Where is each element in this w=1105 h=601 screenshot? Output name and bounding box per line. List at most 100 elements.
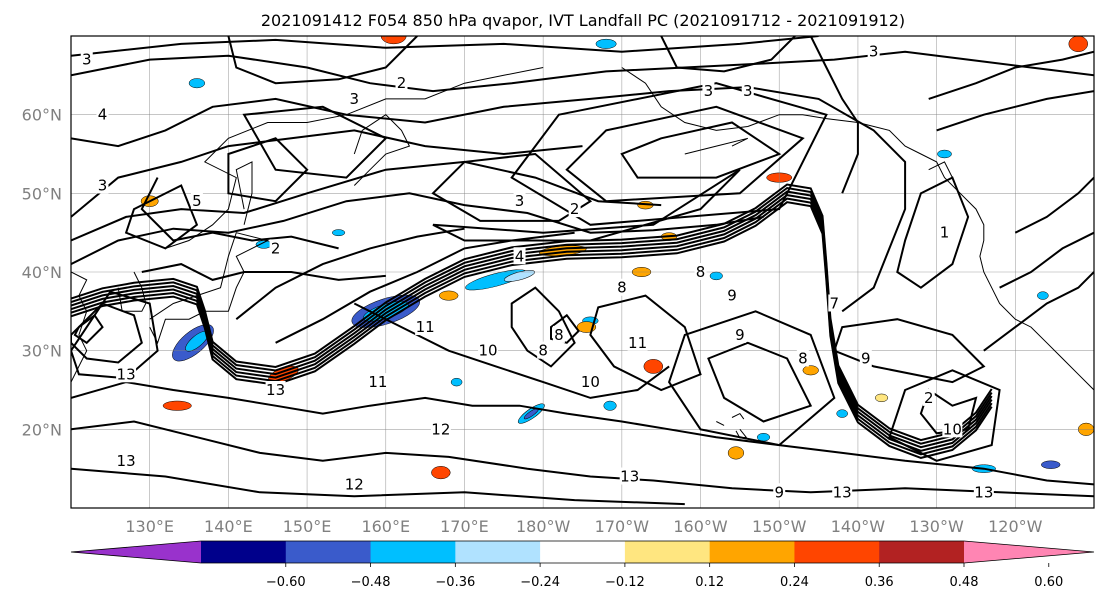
- contour-label: 13: [974, 483, 993, 501]
- anomaly-patch: [188, 78, 206, 89]
- colorbar-outline: [70, 540, 1095, 564]
- contour-line: [71, 420, 1094, 498]
- contour-label: 3: [869, 43, 879, 61]
- colorbar-tick-label: −0.36: [435, 575, 475, 590]
- anomaly-patch: [1037, 291, 1049, 300]
- contour-label: 8: [696, 263, 706, 281]
- y-tick-label: 30°N: [22, 342, 62, 361]
- contour-label-bg: [190, 192, 203, 210]
- contour-label: 12: [345, 475, 364, 493]
- contour-label-bg: [513, 192, 526, 210]
- contour-label-bg: [832, 483, 853, 501]
- colorbar-segment: [455, 541, 541, 563]
- contour-line: [809, 36, 859, 194]
- contour-line: [140, 177, 339, 250]
- x-tick-label: 140°E: [204, 517, 253, 536]
- contour-label: 8: [538, 342, 548, 360]
- contour-label-bg: [96, 176, 109, 194]
- x-tick-label: 130°E: [125, 517, 174, 536]
- colorbar-tick-label: 0.48: [950, 575, 979, 590]
- x-tick-label: 160°E: [361, 517, 410, 536]
- contour-label-bg: [348, 89, 361, 107]
- contour-label: 3: [98, 176, 108, 194]
- coastline: [621, 67, 1094, 391]
- y-tick-label: 40°N: [22, 263, 62, 282]
- contour-label-bg: [942, 420, 963, 438]
- contour-line: [667, 310, 836, 447]
- map-frame: [70, 35, 1095, 509]
- contour-line: [1014, 176, 1094, 234]
- contour-line: [71, 36, 819, 57]
- contour-label: 4: [98, 106, 108, 124]
- x-tick-label: 180°W: [516, 517, 571, 536]
- colorbar-extend-low: [71, 541, 201, 563]
- contour-label: 2: [570, 200, 580, 218]
- contour-label: 5: [192, 192, 202, 210]
- contour-label-bg: [580, 373, 601, 391]
- anomaly-patch: [727, 446, 745, 460]
- colorbar-tick-label: 0.24: [780, 575, 809, 590]
- anomaly-patch: [643, 359, 664, 374]
- contour-label-bg: [627, 333, 648, 351]
- contour-label: 9: [727, 287, 737, 305]
- anomaly-patch: [1068, 36, 1088, 52]
- colorbar-segment: [624, 541, 711, 563]
- y-axis-ticks: 20°N 30°N 40°N 50°N 60°N: [22, 106, 62, 440]
- contour-label-bg: [859, 349, 872, 367]
- contour-line: [660, 36, 796, 73]
- contour-label-bg: [828, 294, 841, 312]
- contour-label: 2: [271, 239, 281, 257]
- contour-line: [71, 86, 907, 313]
- contour-line: [896, 176, 970, 289]
- chart-title: 2021091412 F054 850 hPa qvapor, IVT Land…: [261, 11, 905, 30]
- contour-label-bg: [344, 475, 365, 493]
- contour-label: 11: [628, 334, 647, 352]
- colorbar-segment: [794, 541, 880, 563]
- contour-label: 4: [515, 247, 525, 265]
- contour-label-bg: [478, 341, 499, 359]
- anomaly-patch: [380, 36, 407, 45]
- colorbar-extend-high: [964, 541, 1094, 563]
- anomaly-patch: [1041, 460, 1061, 469]
- x-tick-label: 130°W: [909, 517, 964, 536]
- colorbar-segment: [201, 541, 287, 563]
- contour-label: 1: [940, 224, 950, 242]
- contour-label-bg: [513, 247, 526, 265]
- anomaly-patch: [431, 466, 451, 480]
- contour-label: 11: [416, 318, 435, 336]
- contour-label: 13: [266, 381, 285, 399]
- contour-line: [888, 369, 1001, 462]
- colorbar: −0.60 −0.48 −0.36 −0.24 −0.12 0.12 0.24 0.36 0.4…: [70, 540, 1095, 590]
- contour-label: 3: [350, 90, 360, 108]
- contour-label-bg: [367, 373, 388, 391]
- contour-label: 2: [924, 389, 934, 407]
- contour-line: [589, 294, 702, 392]
- anomaly-patch: [595, 38, 617, 49]
- contour-label-bg: [938, 223, 951, 241]
- colorbar-segment: [370, 541, 456, 563]
- coastline: [731, 412, 745, 420]
- contour-label: 10: [479, 342, 498, 360]
- contour-label-bg: [415, 318, 436, 336]
- colorbar-segment: [285, 541, 372, 563]
- contour-label-bg: [269, 239, 282, 257]
- contour-label-bg: [726, 286, 739, 304]
- contour-label: 10: [581, 373, 600, 391]
- contour-line: [928, 50, 1094, 100]
- contour-line: [550, 313, 580, 344]
- contour-line: [73, 313, 104, 345]
- contour-label-bg: [741, 82, 754, 100]
- contour-line: [242, 105, 388, 179]
- colorbar-segment: [540, 541, 626, 563]
- colorbar-tick-label: −0.12: [605, 575, 645, 590]
- contour-label-bg: [395, 74, 408, 92]
- contour-label: 9: [774, 483, 784, 501]
- colorbar-tick-label: 0.36: [865, 575, 894, 590]
- y-tick-label: 60°N: [22, 106, 62, 125]
- contour-label: 10: [943, 420, 962, 438]
- contour-label: 3: [515, 192, 525, 210]
- x-tick-label: 120°W: [988, 517, 1043, 536]
- contour-label: 8: [798, 350, 808, 368]
- contour-label: 13: [620, 468, 639, 486]
- contour-line: [71, 467, 685, 506]
